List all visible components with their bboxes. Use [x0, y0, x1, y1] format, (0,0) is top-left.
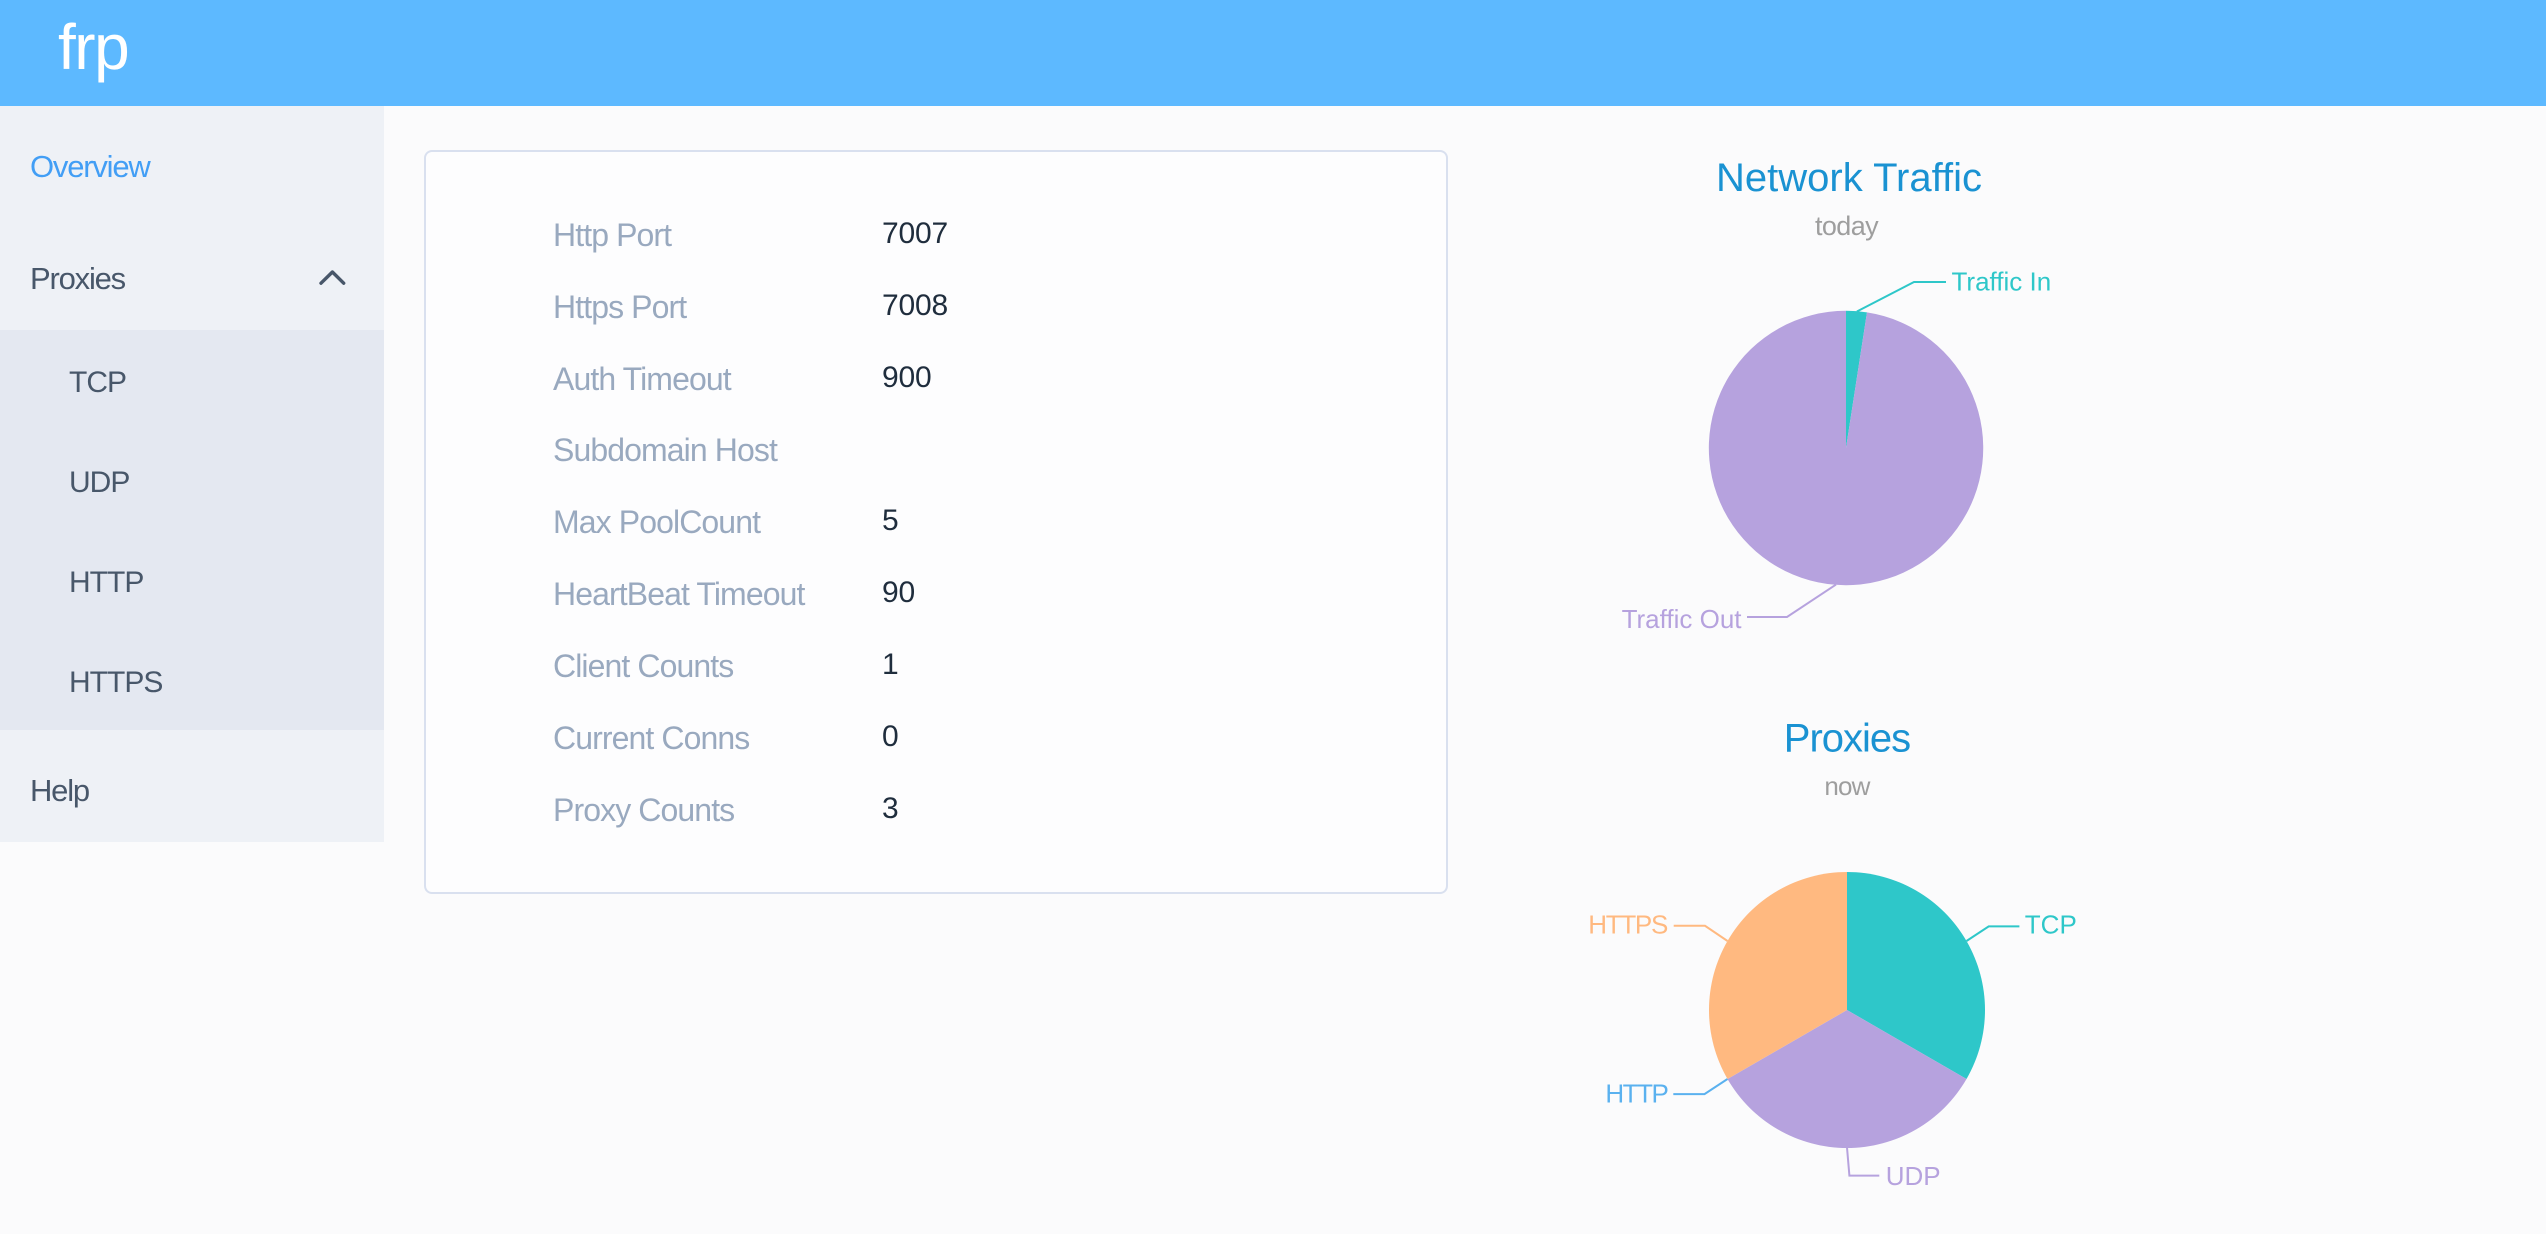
svg-text:today: today [1815, 211, 1879, 241]
svg-text:Network Traffic: Network Traffic [1716, 156, 1982, 200]
svg-text:HTTPS: HTTPS [1588, 909, 1668, 939]
svg-text:UDP: UDP [1886, 1161, 1941, 1191]
svg-text:now: now [1824, 771, 1870, 801]
svg-text:Proxies: Proxies [1784, 717, 1910, 761]
svg-text:TCP: TCP [2025, 910, 2077, 940]
svg-text:HTTP: HTTP [1605, 1078, 1667, 1108]
svg-text:Traffic Out: Traffic Out [1622, 604, 1743, 634]
svg-text:Traffic In: Traffic In [1952, 267, 2052, 297]
